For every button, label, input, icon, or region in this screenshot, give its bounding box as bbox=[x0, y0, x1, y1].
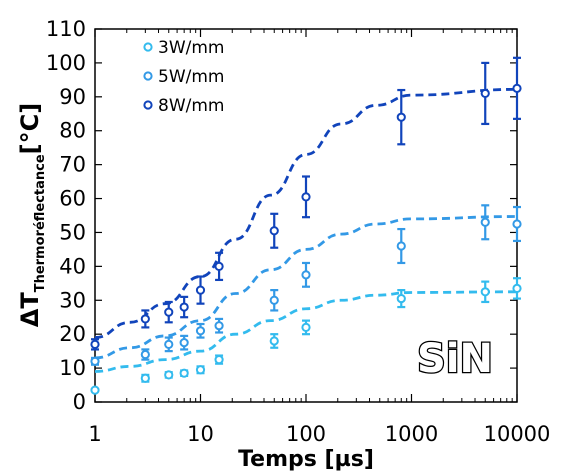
y-tick-label: 20 bbox=[59, 322, 86, 346]
legend-label: 8W/mm bbox=[158, 96, 224, 116]
y-axis-title: ΔTThermoréflectance[°C] bbox=[16, 103, 48, 328]
y-tick-label: 110 bbox=[46, 17, 86, 41]
data-point bbox=[512, 219, 522, 229]
legend-marker bbox=[143, 100, 153, 110]
fit-line-8W/mm bbox=[94, 87, 518, 339]
svg-text:ΔTThermoréflectance[°C]: ΔTThermoréflectance[°C] bbox=[16, 103, 48, 328]
x-axis-ticks: 1 10 100 1000 10000 bbox=[88, 29, 550, 446]
error-bars bbox=[91, 56, 521, 383]
data-point bbox=[164, 307, 174, 317]
data-point bbox=[195, 365, 206, 375]
x-tick-label: 10000 bbox=[484, 422, 551, 446]
y-axis-title-unit: [°C] bbox=[16, 103, 44, 155]
data-point bbox=[269, 226, 279, 236]
data-point bbox=[301, 192, 311, 202]
x-tick-label: 1000 bbox=[385, 422, 438, 446]
data-point bbox=[301, 270, 311, 280]
fit-lines bbox=[94, 87, 518, 373]
x-tick-label: 100 bbox=[286, 422, 326, 446]
data-point bbox=[512, 83, 522, 93]
data-point bbox=[480, 88, 490, 99]
data-point bbox=[214, 355, 224, 365]
y-tick-label: 60 bbox=[59, 187, 86, 211]
x-tick-label: 10 bbox=[187, 422, 214, 446]
y-tick-label: 50 bbox=[59, 220, 86, 244]
data-point bbox=[396, 241, 406, 251]
data-point bbox=[396, 293, 406, 304]
data-point bbox=[90, 339, 100, 349]
legend: 3W/mm 5W/mm 8W/mm bbox=[143, 38, 224, 116]
y-axis-title-main: ΔT bbox=[16, 292, 44, 328]
data-point bbox=[512, 283, 522, 294]
data-point bbox=[164, 370, 174, 380]
data-point bbox=[269, 336, 279, 346]
y-tick-label: 80 bbox=[59, 119, 86, 143]
data-point bbox=[90, 356, 100, 366]
fit-line-3W/mm bbox=[94, 290, 518, 373]
y-tick-label: 30 bbox=[59, 288, 86, 312]
data-point bbox=[195, 285, 206, 295]
data-point bbox=[179, 338, 189, 348]
data-point bbox=[140, 314, 150, 324]
annotation-sin: SiN bbox=[417, 336, 493, 382]
data-point bbox=[214, 261, 224, 271]
legend-marker bbox=[143, 42, 153, 52]
legend-marker bbox=[143, 71, 153, 81]
data-point bbox=[179, 302, 189, 312]
legend-label: 5W/mm bbox=[158, 67, 224, 87]
data-point bbox=[140, 349, 150, 360]
data-point bbox=[480, 217, 490, 227]
x-axis-title: Temps [µs] bbox=[238, 447, 374, 472]
y-tick-label: 90 bbox=[59, 85, 86, 109]
y-axis-title-sub: Thermoréflectance bbox=[33, 154, 48, 292]
data-point bbox=[301, 322, 311, 332]
data-point bbox=[214, 321, 224, 331]
y-tick-label: 40 bbox=[59, 254, 86, 278]
legend-label: 3W/mm bbox=[158, 38, 224, 58]
data-point bbox=[195, 326, 206, 336]
data-point bbox=[269, 295, 279, 305]
y-tick-label: 70 bbox=[59, 153, 86, 177]
y-tick-label: 10 bbox=[59, 356, 86, 380]
fit-line-5W/mm bbox=[94, 215, 518, 360]
data-point bbox=[140, 373, 150, 383]
data-markers bbox=[90, 83, 522, 395]
y-tick-label: 100 bbox=[46, 51, 86, 75]
y-tick-label: 0 bbox=[73, 390, 86, 414]
data-point bbox=[164, 339, 174, 349]
data-point bbox=[90, 385, 100, 395]
data-point bbox=[480, 287, 490, 297]
x-tick-label: 1 bbox=[88, 422, 101, 446]
data-point bbox=[396, 112, 406, 122]
y-axis-ticks: 0 10 20 30 40 50 60 70 80 90 100 110 bbox=[46, 17, 517, 414]
data-point bbox=[179, 368, 189, 378]
